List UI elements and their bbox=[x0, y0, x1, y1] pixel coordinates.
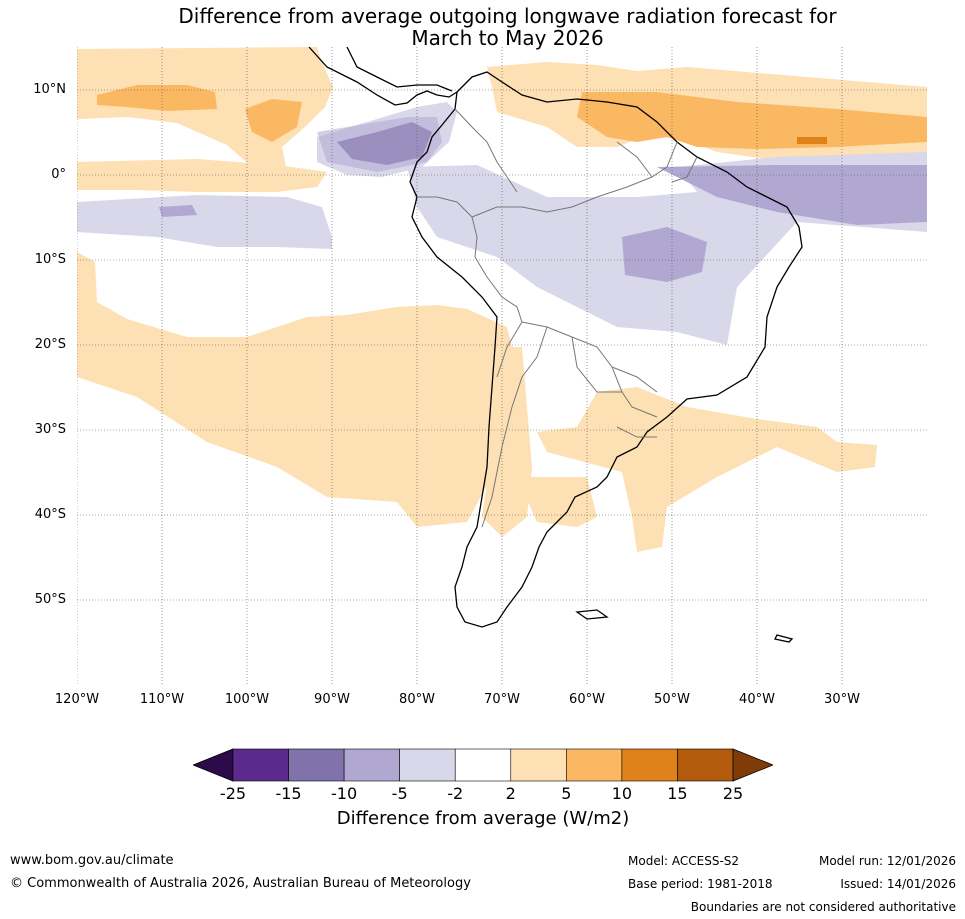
lon-label: 40°W bbox=[739, 692, 775, 707]
patch-north-orange bbox=[77, 47, 333, 180]
lat-label: 30°S bbox=[34, 422, 66, 437]
lat-label: 10°S bbox=[34, 252, 66, 267]
website-link[interactable]: www.bom.gov.au/climate bbox=[10, 853, 174, 868]
colorbar-tick-label: 10 bbox=[611, 784, 633, 803]
model-run-text: Model run: 12/01/2026 bbox=[818, 854, 956, 868]
patch-north-orange-3 bbox=[97, 85, 217, 111]
lon-label: 120°W bbox=[54, 692, 100, 707]
colorbar-tick-label: -15 bbox=[275, 784, 302, 803]
central-america-coast-north bbox=[346, 47, 453, 92]
colorbar-cell bbox=[399, 748, 456, 782]
lon-label: 70°W bbox=[484, 692, 520, 707]
colorbar-tick-label: 2 bbox=[505, 784, 516, 803]
graticule bbox=[77, 47, 927, 685]
south-america-coast bbox=[409, 71, 803, 628]
patch-eq-purple-mid bbox=[317, 117, 442, 172]
patch-eq-purple-atlantic bbox=[657, 165, 927, 225]
colorbar-tick-label: -5 bbox=[391, 784, 408, 803]
colorbar-tick-label: 5 bbox=[561, 784, 572, 803]
map-svg bbox=[77, 47, 927, 685]
coastlines bbox=[308, 47, 803, 643]
model-text: Model: ACCESS-S2 bbox=[628, 854, 740, 868]
patch-eq-orange bbox=[77, 159, 327, 192]
lon-label: 30°W bbox=[824, 692, 860, 707]
lat-label: 0° bbox=[51, 167, 66, 182]
colorbar-cell bbox=[232, 748, 289, 782]
patch-south-chile bbox=[482, 347, 532, 537]
lon-label: 100°W bbox=[224, 692, 270, 707]
disclaimer-text: Boundaries are not considered authoritat… bbox=[690, 900, 956, 914]
colorbar-tick-label: 25 bbox=[722, 784, 744, 803]
patch-eq-purple-west-small bbox=[159, 205, 197, 217]
colorbar-cell bbox=[454, 748, 512, 782]
lon-label: 60°W bbox=[569, 692, 605, 707]
patch-south-pacific bbox=[77, 252, 522, 527]
colorbar-under-triangle bbox=[193, 748, 234, 782]
title-line-2: March to May 2026 bbox=[411, 26, 604, 50]
colorbar-cell bbox=[566, 748, 623, 782]
colorbar-tick-label: -25 bbox=[219, 784, 247, 803]
patch-eq-purple-brazil bbox=[622, 227, 707, 282]
central-america-coast bbox=[308, 47, 458, 106]
colorbar-label: Difference from average (W/m2) bbox=[336, 808, 630, 829]
colorbar-cell bbox=[677, 748, 734, 782]
lat-label: 20°S bbox=[34, 337, 66, 352]
colorbar-cell bbox=[621, 748, 678, 782]
patch-south-argentina bbox=[517, 477, 597, 527]
patch-eq-purple-west bbox=[77, 195, 332, 249]
lon-label: 80°W bbox=[399, 692, 435, 707]
patch-north-orange-4 bbox=[245, 99, 302, 142]
map-title: Difference from average outgoing longwav… bbox=[0, 5, 965, 49]
lon-label: 110°W bbox=[139, 692, 185, 707]
south-georgia bbox=[774, 634, 794, 643]
falklands bbox=[575, 609, 609, 620]
colorbar-cell bbox=[343, 748, 400, 782]
colorbar-tick-label: 15 bbox=[667, 784, 688, 803]
lat-label: 10°N bbox=[33, 82, 66, 97]
map-panel bbox=[77, 47, 927, 685]
lat-label: 40°S bbox=[34, 507, 66, 522]
patch-north-orange-6 bbox=[797, 137, 827, 144]
colorbar bbox=[193, 748, 773, 782]
colorbar-over-triangle bbox=[732, 748, 773, 782]
colorbar-tick-label: -2 bbox=[447, 784, 464, 803]
title-line-1: Difference from average outgoing longwav… bbox=[178, 4, 837, 28]
patch-south-atlantic bbox=[537, 387, 877, 552]
lat-label: 50°S bbox=[34, 592, 66, 607]
patch-north-orange-5 bbox=[577, 92, 927, 149]
anomaly-shading bbox=[77, 47, 927, 552]
lon-label: 50°W bbox=[654, 692, 690, 707]
colorbar-cell bbox=[288, 748, 345, 782]
base-period-text: Base period: 1981-2018 bbox=[628, 877, 773, 891]
country-borders bbox=[417, 108, 698, 528]
lon-label: 90°W bbox=[314, 692, 350, 707]
colorbar-cell bbox=[510, 748, 567, 782]
colorbar-tick-label: -10 bbox=[331, 784, 358, 803]
copyright-text: © Commonwealth of Australia 2026, Austra… bbox=[10, 876, 471, 891]
issued-text: Issued: 14/01/2026 bbox=[840, 877, 956, 891]
